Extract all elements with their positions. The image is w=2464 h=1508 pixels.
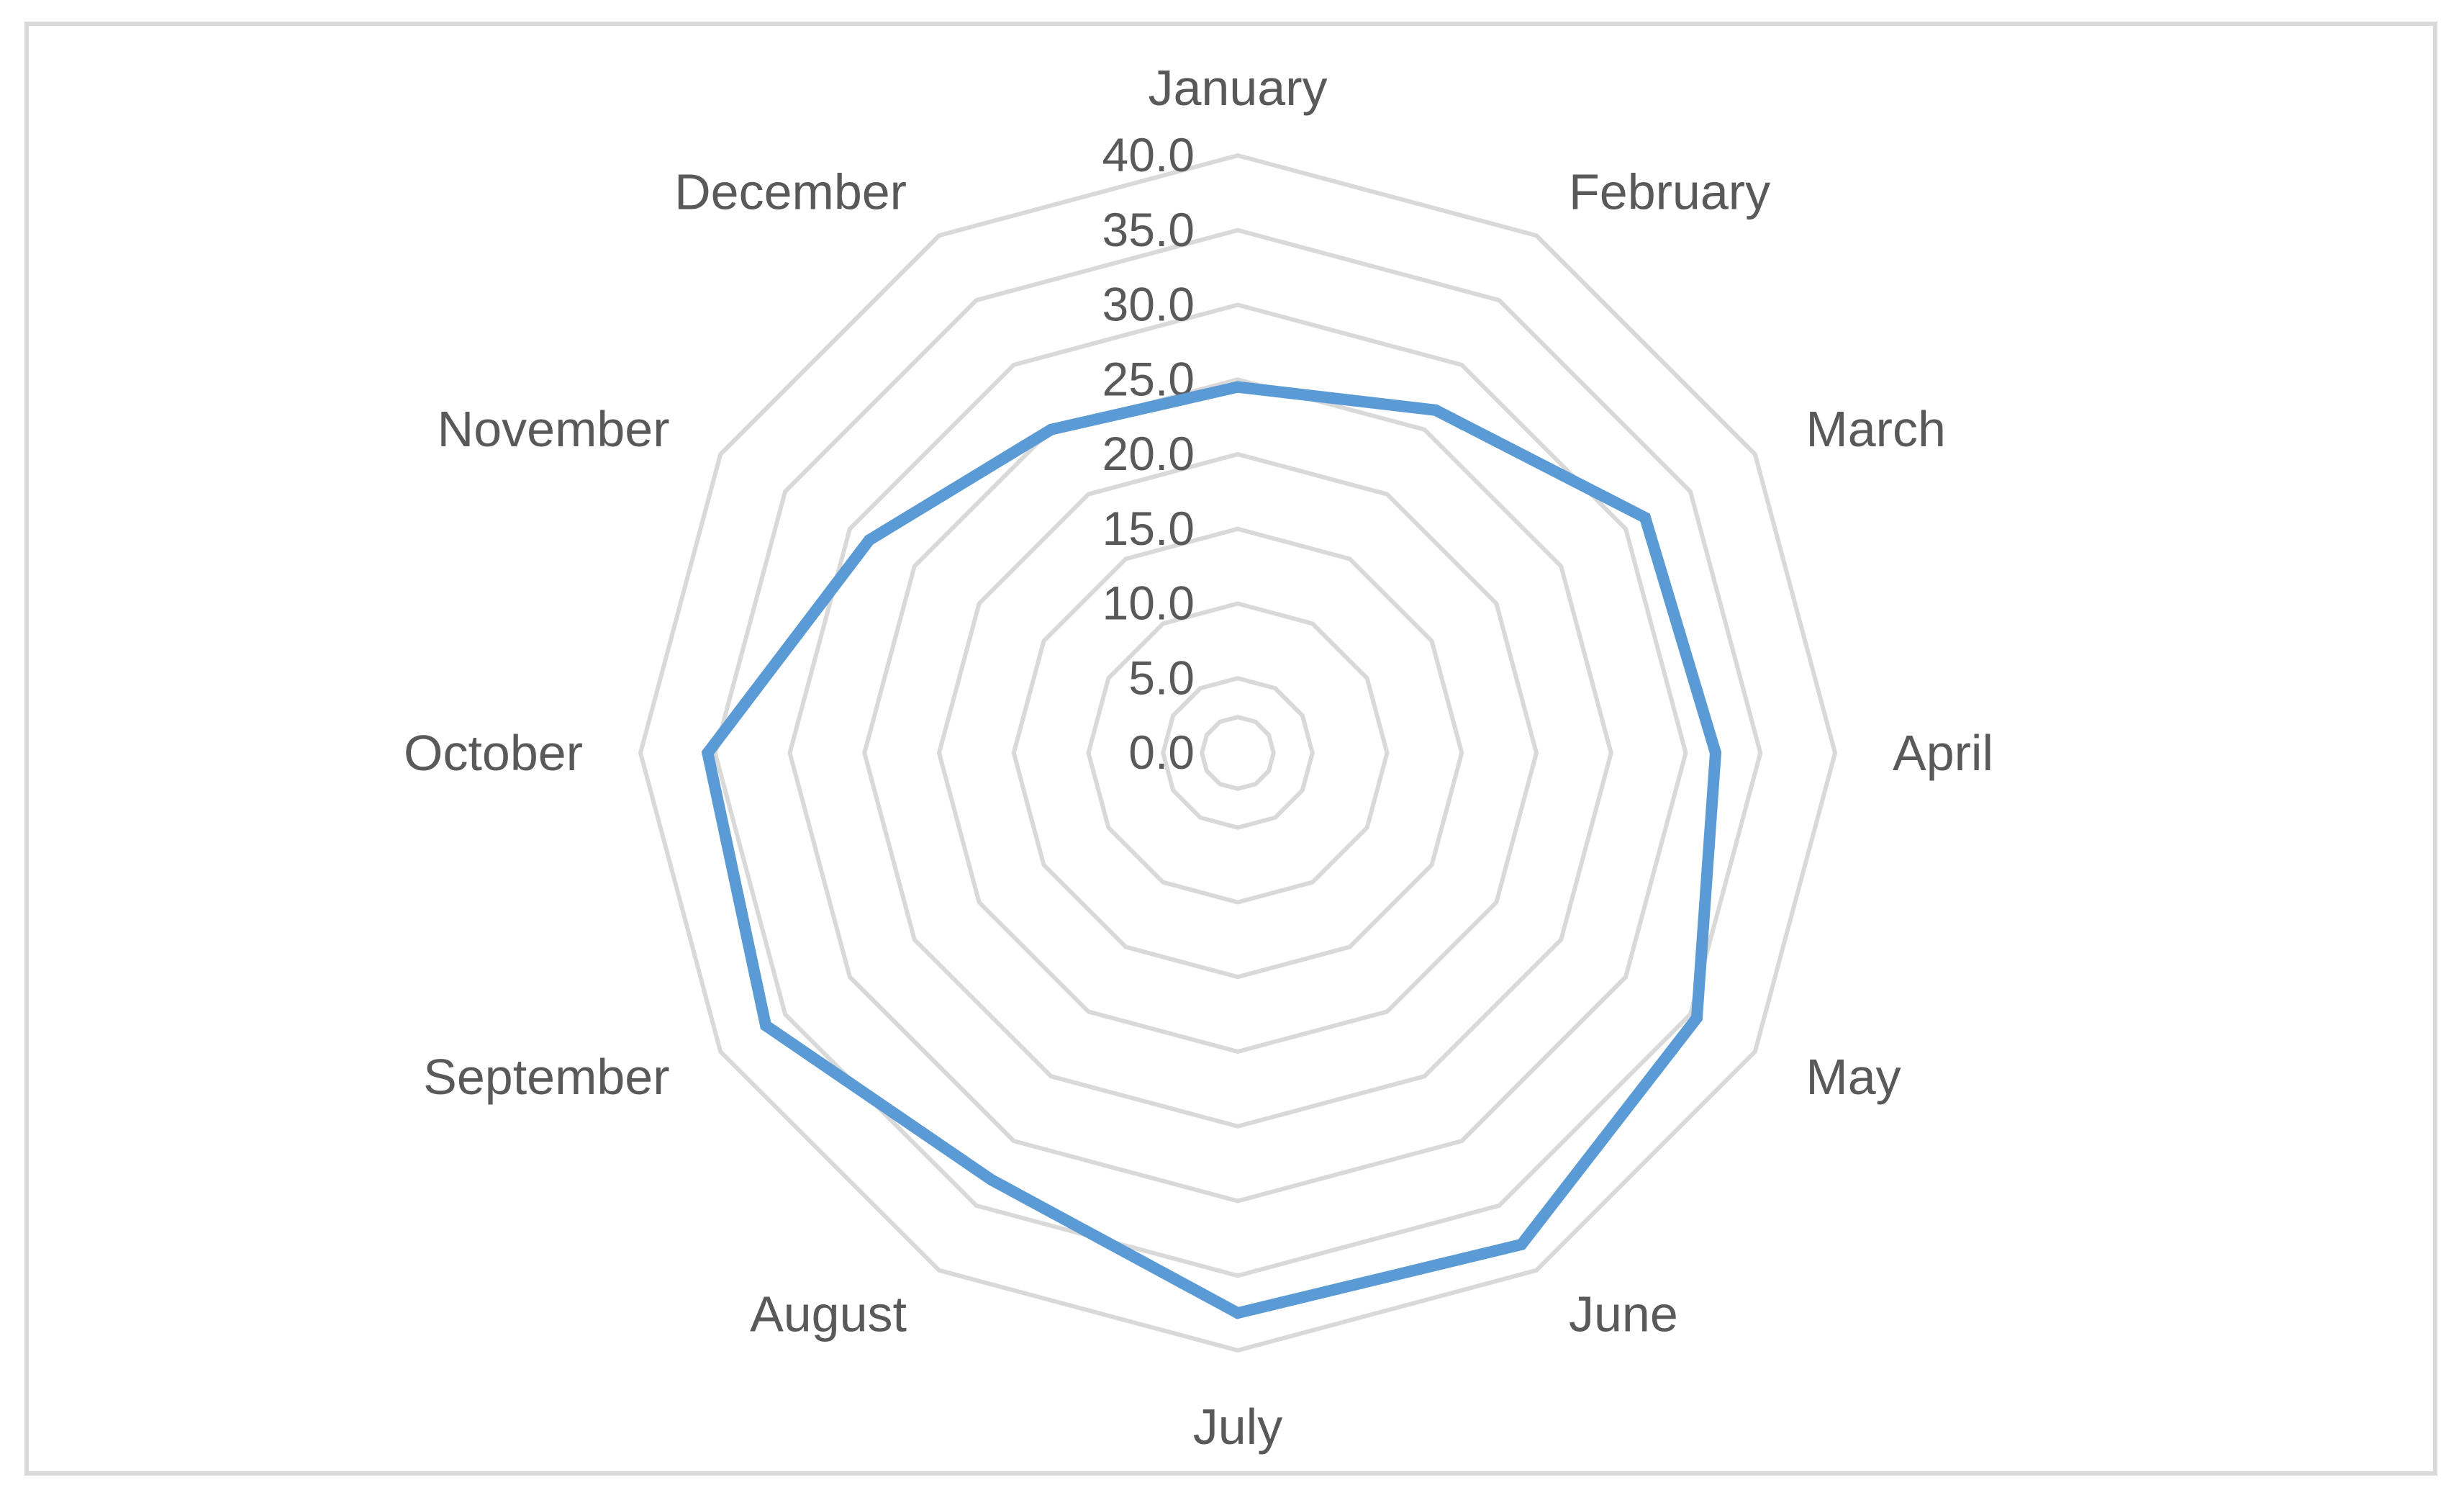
data-point-may — [1690, 1012, 1703, 1024]
radial-tick-label: 35.0 — [1102, 203, 1195, 256]
series-layer — [701, 381, 1722, 1319]
data-point-august — [985, 1174, 997, 1186]
series-line — [701, 381, 1722, 1319]
category-label-november: November — [438, 401, 670, 457]
grid-ring — [1161, 676, 1315, 830]
category-labels: January February March April May June July Augu… — [404, 60, 1993, 1455]
grid-ring — [638, 153, 1838, 1353]
data-point-july — [1232, 1307, 1244, 1319]
grid-ring — [1200, 715, 1276, 791]
radial-tick-label: 20.0 — [1102, 427, 1195, 480]
radial-tick-label: 10.0 — [1102, 577, 1195, 630]
data-point-april — [1710, 747, 1721, 759]
data-point-november — [863, 534, 875, 546]
data-point-october — [702, 747, 714, 759]
radial-tick-label: 15.0 — [1102, 502, 1195, 555]
grid-ring — [712, 227, 1763, 1278]
category-label-september: September — [423, 1049, 669, 1105]
data-point-march — [1639, 512, 1652, 524]
data-point-june — [1516, 1238, 1528, 1250]
category-label-december: December — [674, 164, 907, 220]
radar-chart: 0.05.010.015.020.025.030.035.040.0 Janua… — [404, 60, 1993, 1455]
grid-layer — [638, 153, 1838, 1353]
category-label-june: June — [1569, 1286, 1678, 1342]
category-label-may: May — [1806, 1049, 1901, 1105]
grid-ring — [787, 302, 1688, 1204]
radial-axis-ticks: 0.05.010.015.020.025.030.035.040.0 — [1102, 128, 1195, 779]
radial-tick-label: 30.0 — [1102, 278, 1195, 331]
category-label-october: October — [404, 725, 583, 781]
grid-ring — [936, 451, 1539, 1055]
data-point-september — [760, 1019, 772, 1031]
radial-tick-label: 5.0 — [1128, 651, 1195, 704]
category-label-july: July — [1193, 1399, 1282, 1455]
category-label-april: April — [1893, 725, 1993, 781]
category-label-march: March — [1806, 401, 1945, 457]
radial-tick-label: 40.0 — [1102, 128, 1195, 181]
chart-frame: 0.0 5.0 10.0 15.0 20.0 25.0 30.0 35.0 40.0 Janua… — [24, 22, 2437, 1476]
data-point-february — [1429, 404, 1441, 416]
grid-ring — [1011, 526, 1464, 980]
grid-ring — [862, 377, 1613, 1129]
data-point-december — [1045, 423, 1057, 435]
category-label-january: January — [1148, 60, 1327, 116]
grid-ring — [1086, 601, 1390, 905]
radial-tick-label: 0.0 — [1128, 726, 1195, 779]
category-label-august: August — [750, 1286, 907, 1342]
data-point-january — [1232, 381, 1244, 393]
category-label-february: February — [1569, 164, 1770, 220]
